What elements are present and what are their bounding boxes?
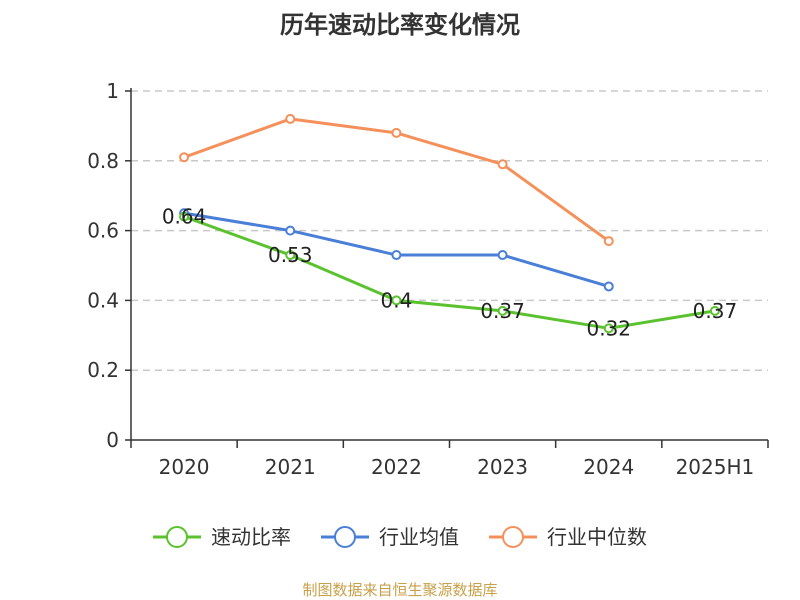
data-point <box>391 250 402 261</box>
x-tick-label: 2023 <box>477 455 528 479</box>
legend-marker <box>166 526 188 548</box>
data-point <box>285 113 296 124</box>
data-label: 0.37 <box>693 299 738 323</box>
axes: 0 0.2 0.4 0.6 0.8 1 2020 2021 2022 2023 2024 2025H1 <box>87 79 769 479</box>
data-point <box>285 250 296 261</box>
y-tick-label: 0 <box>106 428 119 452</box>
x-tick-label: 2024 <box>583 455 634 479</box>
series-line <box>183 215 716 330</box>
data-point <box>497 305 508 316</box>
series-line <box>183 211 610 288</box>
y-tick-label: 0.8 <box>87 149 119 173</box>
legend-marker <box>334 526 356 548</box>
source-note: 制图数据来自恒生聚源数据库 <box>302 581 497 599</box>
legend-marker <box>502 526 524 548</box>
data-label: 0.64 <box>162 205 207 229</box>
data-label: 0.4 <box>381 288 413 312</box>
data-labels: 0.64 0.53 0.4 0.37 0.32 0.37 <box>162 205 737 341</box>
data-point <box>285 225 296 236</box>
chart-title: 历年速动比率变化情况 <box>280 11 520 39</box>
x-tick-label: 2022 <box>371 455 422 479</box>
y-tick-label: 0.4 <box>87 288 119 312</box>
data-point <box>497 159 508 170</box>
data-point <box>179 211 190 222</box>
x-tick-label: 2025H1 <box>676 455 755 479</box>
data-point <box>391 295 402 306</box>
data-point <box>603 236 614 247</box>
x-tick-label: 2021 <box>265 455 316 479</box>
data-point <box>391 127 402 138</box>
legend-item: 速动比率 <box>153 525 291 549</box>
grid-lines <box>131 90 768 371</box>
data-point <box>497 250 508 261</box>
legend-label: 行业中位数 <box>547 525 647 549</box>
y-tick-label: 0.6 <box>87 219 119 243</box>
legend-label: 行业均值 <box>379 525 459 549</box>
legend-item: 行业中位数 <box>489 525 647 549</box>
series-layer <box>179 113 720 334</box>
legend-label: 速动比率 <box>211 525 291 549</box>
data-label: 0.32 <box>586 316 631 340</box>
data-point <box>709 305 720 316</box>
y-tick-label: 1 <box>106 79 119 103</box>
legend: 速动比率 行业均值 行业中位数 <box>153 525 647 549</box>
data-label: 0.53 <box>268 243 313 267</box>
data-point <box>603 323 614 334</box>
legend-item: 行业均值 <box>321 525 459 549</box>
x-tick-label: 2020 <box>159 455 210 479</box>
y-tick-label: 0.2 <box>87 358 119 382</box>
data-point <box>179 152 190 163</box>
data-label: 0.37 <box>480 299 525 323</box>
data-point <box>603 281 614 292</box>
